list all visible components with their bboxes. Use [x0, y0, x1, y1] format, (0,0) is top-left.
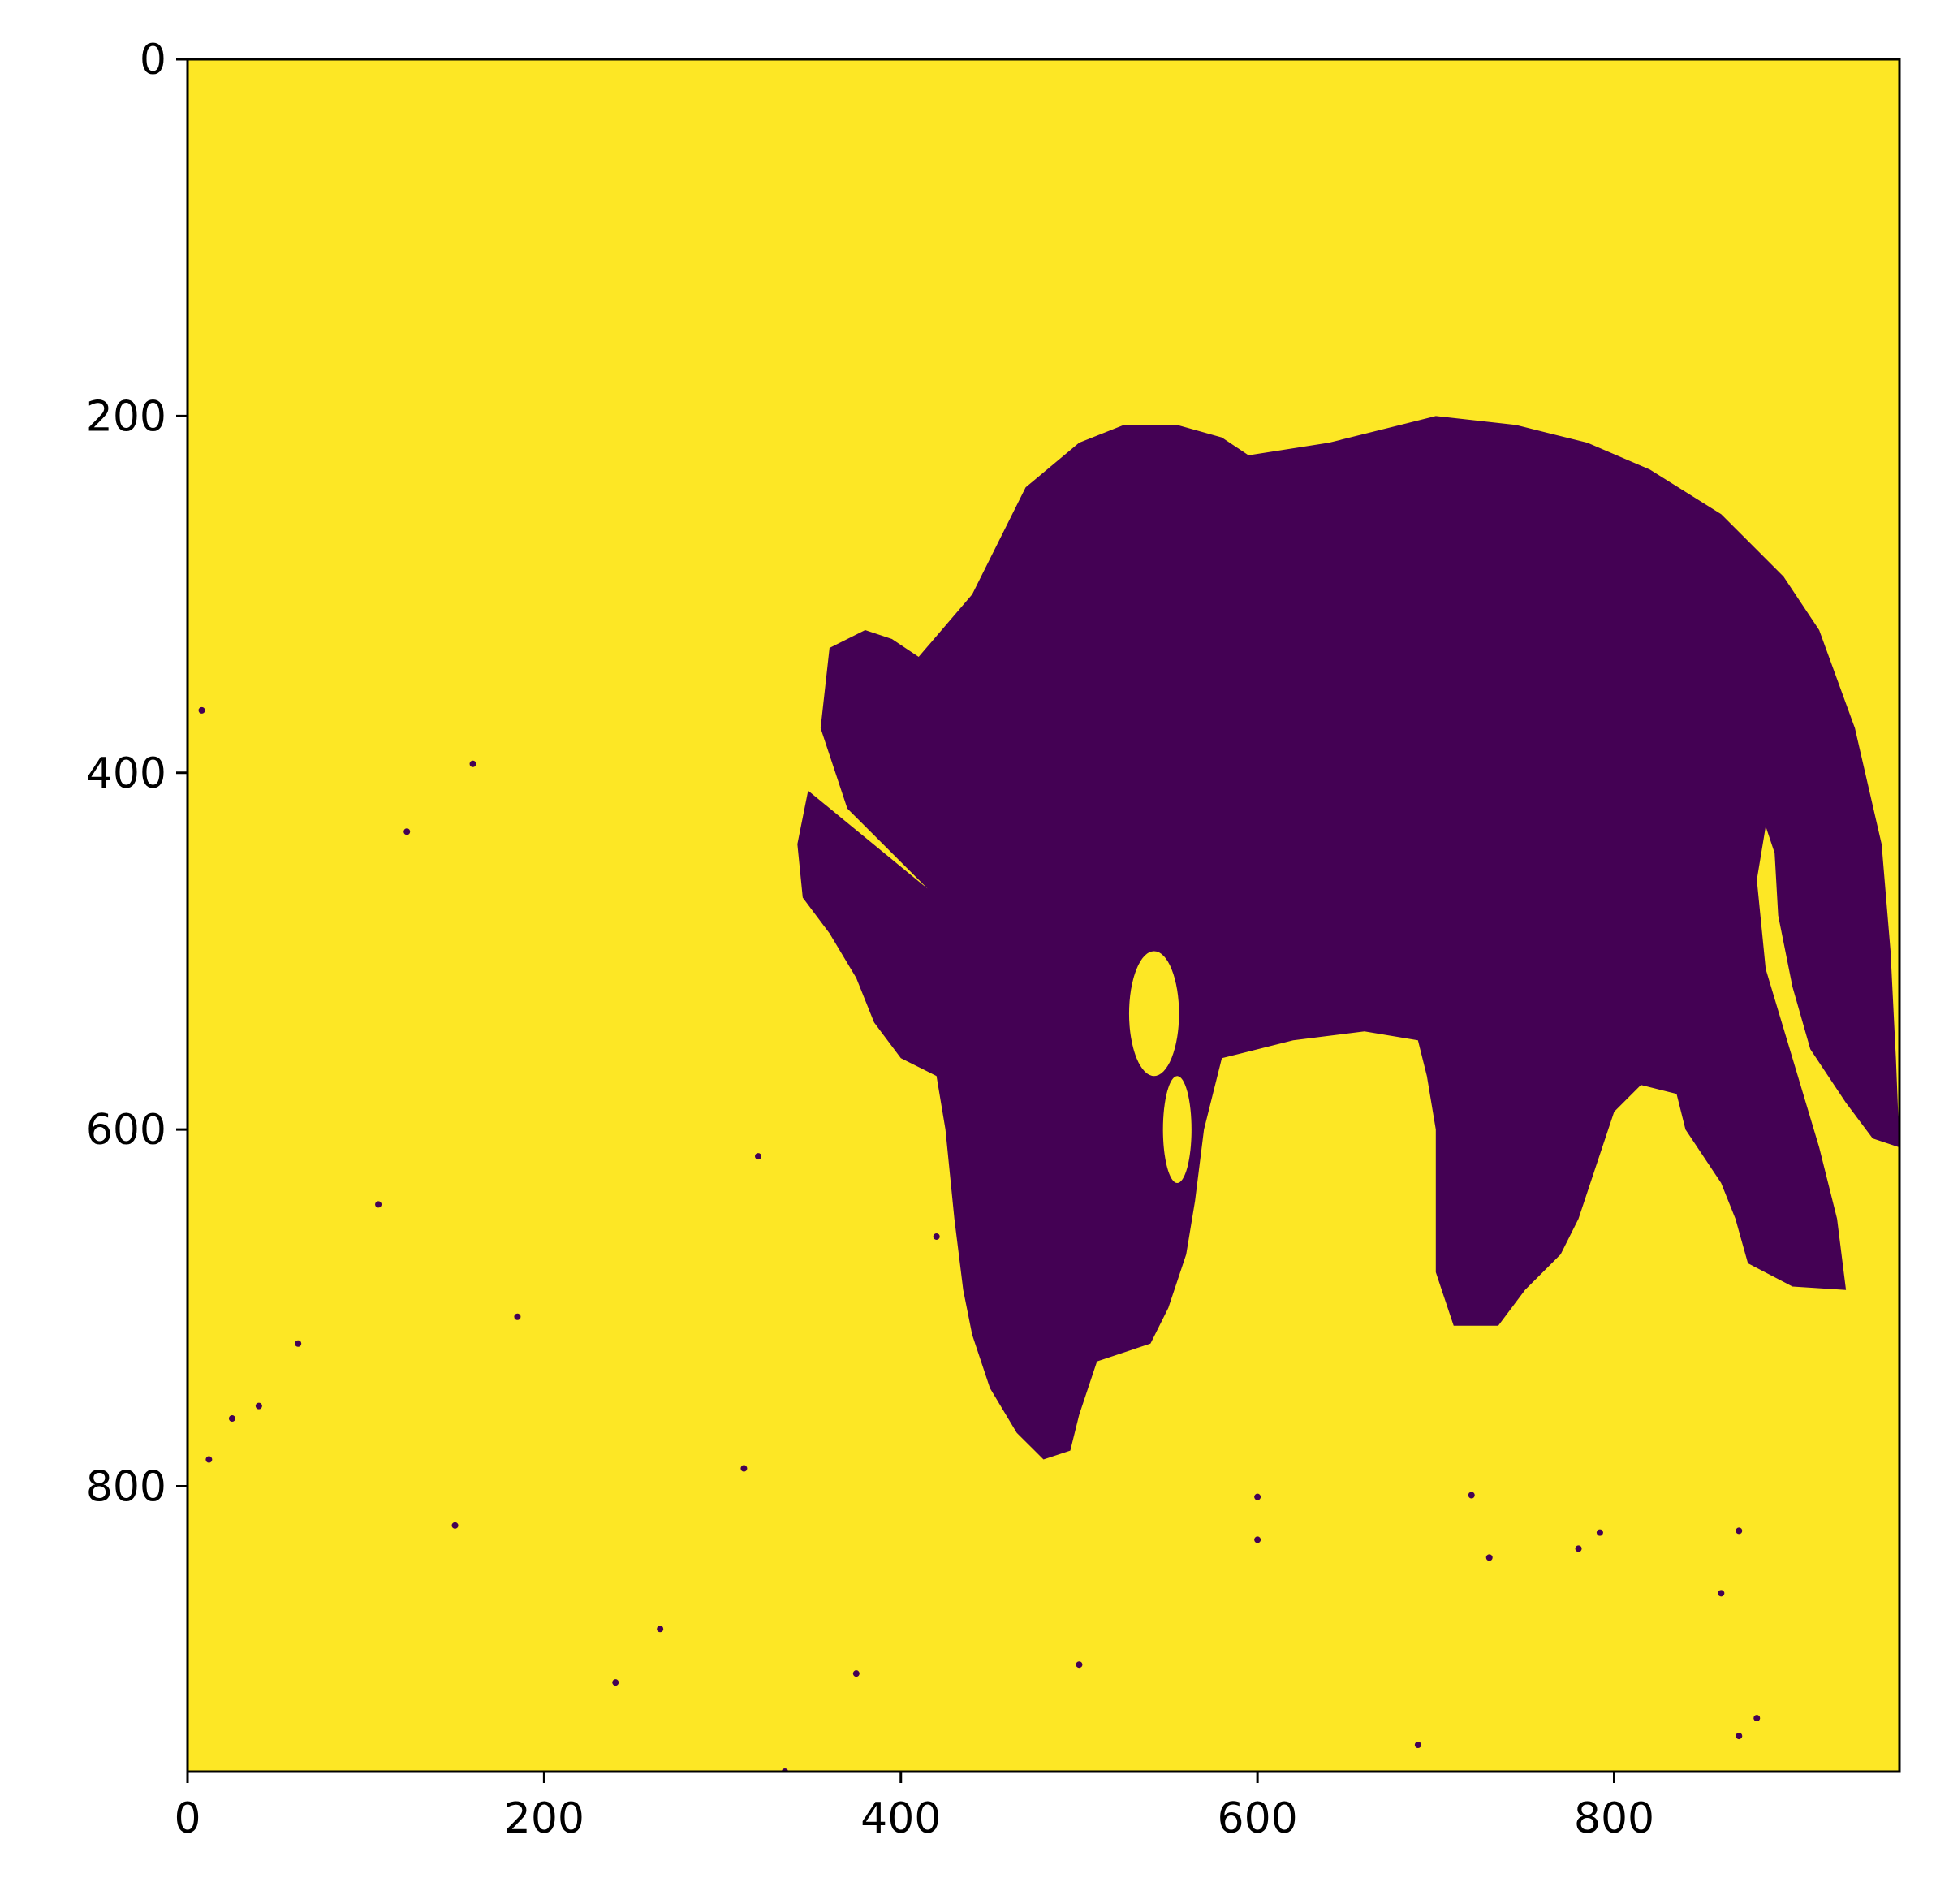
- x-tick-label-200: 200: [504, 1794, 584, 1843]
- heatmap-noise-point-26: [852, 1670, 860, 1677]
- heatmap-hole-1: [1162, 1076, 1192, 1184]
- x-tick-label-800: 800: [1574, 1794, 1654, 1843]
- heatmap-noise-point-4: [205, 1456, 213, 1463]
- heatmap-noise-point-27: [657, 1626, 664, 1633]
- heatmap-noise-point-5: [228, 1415, 235, 1423]
- heatmap-noise-point-29: [1700, 1126, 1707, 1133]
- y-axis: 0 200 400 600 800: [86, 36, 188, 1512]
- heatmap-noise-point-16: [1736, 1527, 1743, 1535]
- heatmap-noise-point-8: [451, 1522, 459, 1529]
- heatmap-noise-point-21: [612, 1679, 619, 1686]
- heatmap-noise-point-2: [403, 828, 411, 835]
- heatmap-noise: [198, 706, 1761, 1772]
- heatmap-noise-point-3: [375, 1201, 382, 1208]
- y-tick-label-400: 400: [86, 749, 166, 798]
- heatmap-noise-point-1: [469, 760, 476, 767]
- heatmap-noise-point-25: [1076, 1661, 1083, 1669]
- y-tick-label-800: 800: [86, 1463, 166, 1512]
- y-tick-label-200: 200: [86, 392, 166, 441]
- plot-area: [188, 59, 1899, 1772]
- heatmap-noise-point-22: [1575, 1545, 1582, 1552]
- heatmap-noise-point-10: [933, 1233, 940, 1240]
- heatmap-holes: [1128, 951, 1192, 1184]
- x-tick-label-0: 0: [174, 1794, 200, 1843]
- x-tick-label-600: 600: [1217, 1794, 1297, 1843]
- heatmap-noise-point-9: [755, 1153, 761, 1160]
- heatmap-noise-point-15: [1596, 1529, 1603, 1536]
- heatmap-noise-point-24: [1254, 1536, 1261, 1543]
- heatmap-noise-point-0: [198, 706, 205, 714]
- plot-frame: [186, 58, 1901, 1773]
- heatmap-noise-point-17: [1718, 1590, 1725, 1597]
- y-tick-label-0: 0: [140, 36, 166, 84]
- heatmap-noise-point-7: [295, 1340, 302, 1347]
- heatmap-silhouette: [797, 416, 1899, 1460]
- heatmap-noise-point-18: [1753, 1715, 1761, 1722]
- heatmap-noise-point-14: [1485, 1554, 1493, 1561]
- y-tick-label-600: 600: [86, 1106, 166, 1155]
- heatmap-noise-point-6: [255, 1402, 262, 1410]
- heatmap-noise-point-23: [1736, 1733, 1743, 1740]
- heatmap-noise-point-12: [1254, 1493, 1261, 1500]
- x-axis: 0 200 400 600 800: [174, 1772, 1654, 1843]
- heatmap-noise-point-11: [740, 1465, 748, 1472]
- heatmap-noise-point-28: [514, 1313, 521, 1320]
- heatmap-noise-point-19: [1414, 1742, 1421, 1749]
- heatmap-noise-point-13: [1468, 1492, 1475, 1499]
- x-tick-label-400: 400: [860, 1794, 941, 1843]
- heatmap-hole-0: [1128, 951, 1179, 1077]
